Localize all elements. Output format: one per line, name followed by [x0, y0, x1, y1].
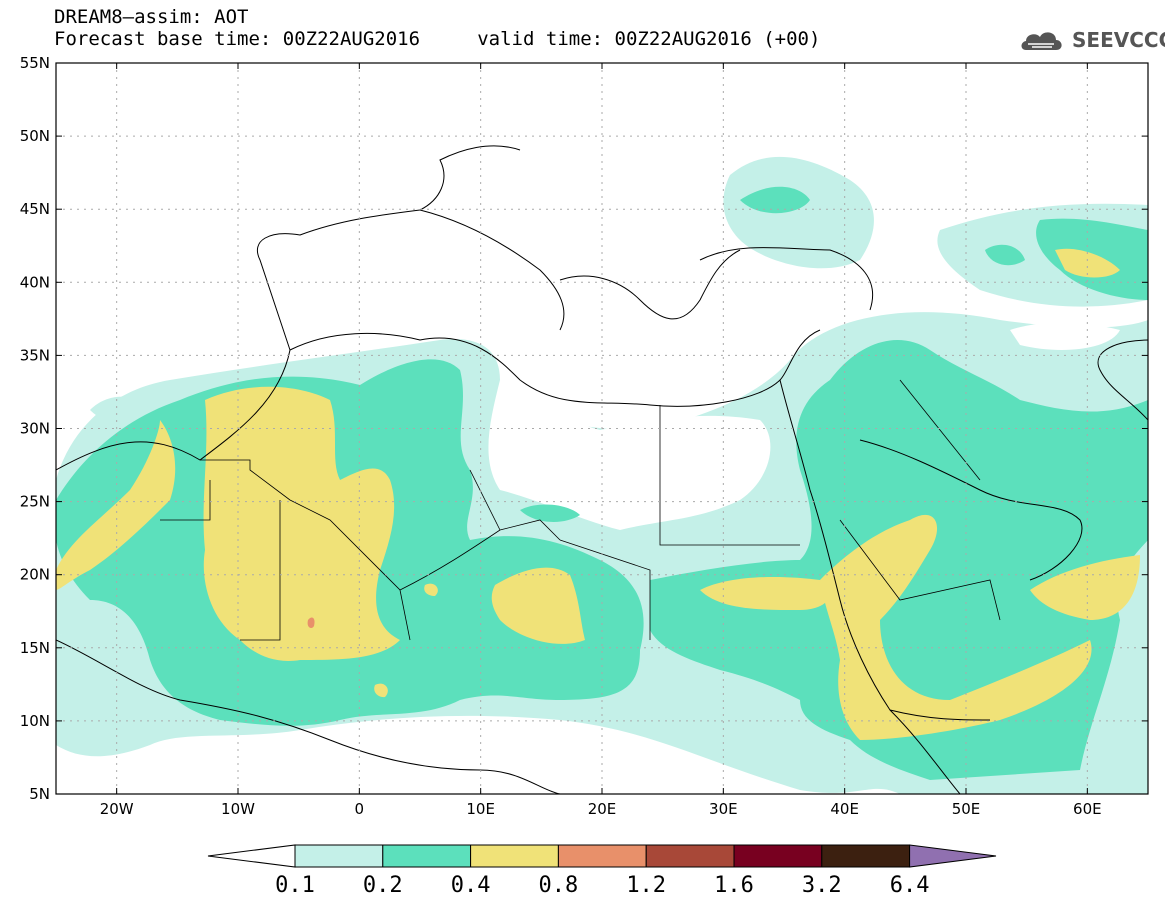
- lat-tick-label: 40N: [20, 273, 50, 291]
- colorbar-label: 6.4: [890, 873, 930, 898]
- longitude-axis: 20W 10W 0 10E 20E 30E 40E 50E 60E: [100, 800, 1102, 818]
- aot-level-0: [488, 322, 1120, 530]
- aot-fields: [56, 63, 1148, 794]
- lon-tick-label: 60E: [1073, 800, 1102, 818]
- lat-tick-label: 50N: [20, 127, 50, 145]
- aot-map: 55N 50N 45N 40N 35N 30N 25N 20N 15N 10N 5N 20W 10W 0…: [20, 54, 1149, 818]
- map-grid: [56, 63, 1148, 794]
- colorbar-max-arrow: [909, 844, 997, 868]
- colorbar-label: 0.1: [275, 873, 315, 898]
- cloud-icon: [1021, 32, 1062, 50]
- lon-tick-label: 10E: [466, 800, 495, 818]
- lat-tick-label: 30N: [20, 420, 50, 438]
- lat-tick-label: 10N: [20, 712, 50, 730]
- colorbar-box: [557, 844, 647, 868]
- colorbar-label: 3.2: [802, 873, 842, 898]
- colorbar-box: [645, 844, 735, 868]
- logo-text: SEEVCCC: [1072, 28, 1165, 52]
- latitude-axis: 55N 50N 45N 40N 35N 30N 25N 20N 15N 10N 5N: [20, 54, 50, 803]
- colorbar-box: [470, 844, 559, 868]
- country-borders: [160, 379, 1001, 641]
- aot-level-0.8: [307, 617, 315, 628]
- colorbar-box: [821, 844, 911, 868]
- colorbar: 0.1 0.2 0.4 0.8 1.2 1.6 3.2 6.4: [207, 844, 997, 898]
- lat-tick-label: 25N: [20, 493, 50, 511]
- lon-tick-label: 20W: [100, 800, 134, 818]
- colorbar-boxes: [207, 844, 997, 868]
- lon-tick-label: 20E: [588, 800, 617, 818]
- lon-tick-label: 10W: [221, 800, 255, 818]
- forecast-time-line: Forecast base time: 00Z22AUG2016 valid t…: [54, 28, 821, 50]
- colorbar-label: 0.4: [451, 873, 491, 898]
- lat-tick-label: 15N: [20, 639, 50, 657]
- coastlines: [56, 145, 1148, 794]
- lat-tick-label: 35N: [20, 346, 50, 364]
- lat-tick-label: 45N: [20, 200, 50, 218]
- lon-tick-label: 30E: [709, 800, 738, 818]
- colorbar-box: [294, 844, 384, 868]
- colorbar-label: 1.2: [626, 873, 666, 898]
- lon-tick-label: 40E: [830, 800, 859, 818]
- colorbar-label: 1.6: [714, 873, 754, 898]
- lat-tick-label: 55N: [20, 54, 50, 72]
- aot-level-0.4: [56, 248, 1140, 740]
- colorbar-box: [382, 844, 472, 868]
- lat-tick-label: 20N: [20, 566, 50, 584]
- lon-tick-label: 50E: [952, 800, 981, 818]
- colorbar-label: 0.2: [363, 873, 403, 898]
- colorbar-label: 0.8: [539, 873, 579, 898]
- axis-ticks: [56, 62, 1148, 795]
- colorbar-min-arrow: [207, 844, 296, 868]
- lon-tick-label: 0: [355, 800, 365, 818]
- lat-tick-label: 5N: [29, 785, 50, 803]
- map-title: DREAM8–assim: AOT: [54, 6, 249, 28]
- colorbar-box: [733, 844, 823, 868]
- colorbar-labels: 0.1 0.2 0.4 0.8 1.2 1.6 3.2 6.4: [275, 873, 929, 898]
